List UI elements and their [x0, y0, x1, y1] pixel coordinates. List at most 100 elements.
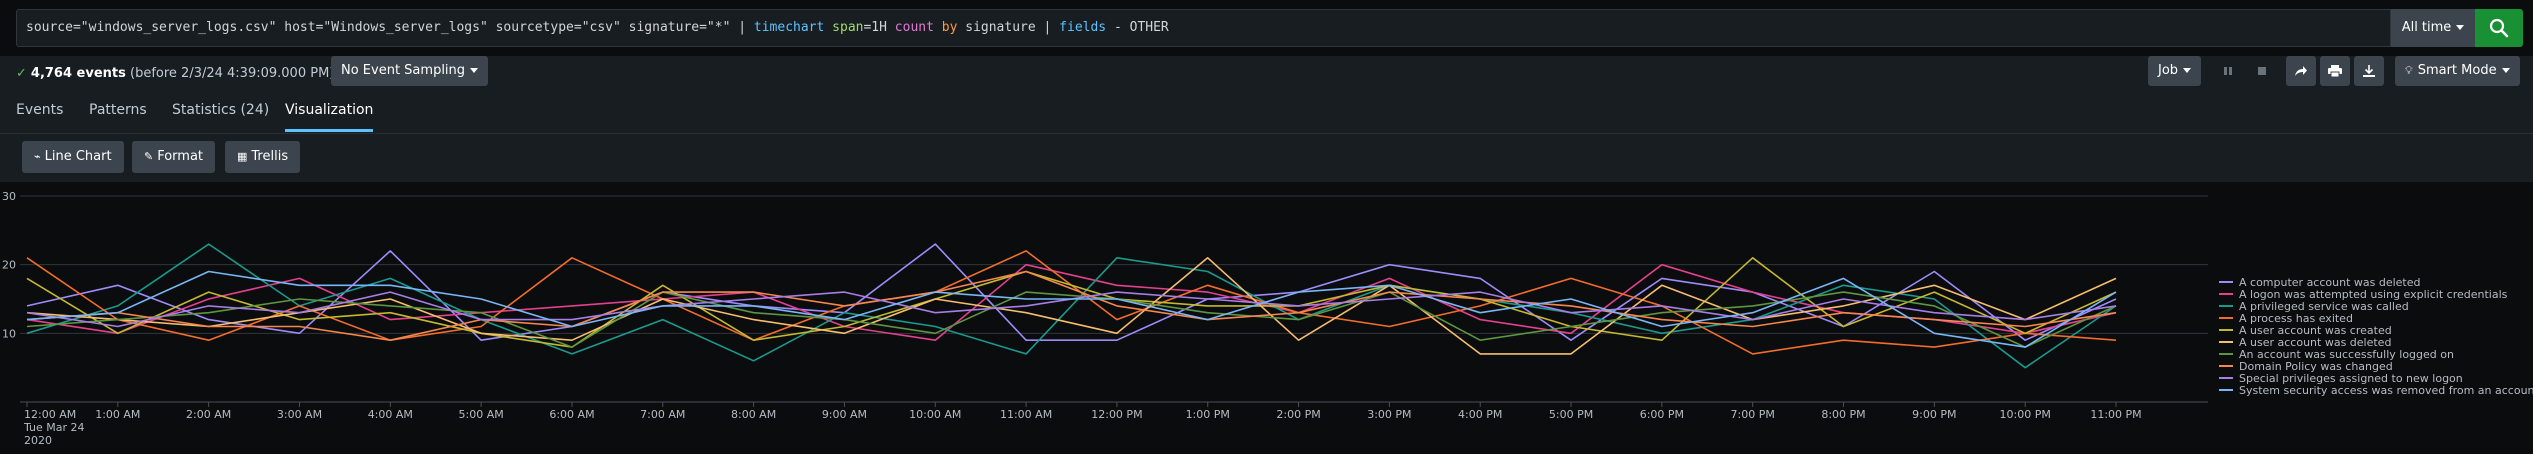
pause-button[interactable]: [2213, 56, 2243, 86]
results-tabs: Events Patterns Statistics (24) Visualiz…: [0, 96, 2533, 134]
lightbulb-icon: 💡︎: [2405, 64, 2413, 77]
search-button[interactable]: [2475, 9, 2523, 47]
legend-item: An account was successfully logged on: [2239, 348, 2454, 361]
legend-item: A process has exited: [2239, 312, 2353, 325]
search-icon: [2489, 18, 2509, 38]
query-space: [824, 20, 832, 35]
series-line: [26, 291, 2117, 348]
query-function-count: count: [894, 20, 934, 35]
search-mode-dropdown[interactable]: 💡︎ Smart Mode: [2395, 56, 2520, 86]
print-icon: [2328, 65, 2342, 77]
export-button[interactable]: [2354, 56, 2384, 86]
stop-button[interactable]: [2247, 56, 2277, 86]
series-line: [26, 243, 2117, 341]
visualization-toolbar: ⌁ Line Chart ✎ Format ▦ Trellis: [0, 134, 2533, 182]
trellis-button[interactable]: ▦ Trellis: [225, 141, 301, 173]
check-icon: ✓: [16, 66, 27, 81]
x-tick-label: 10:00 AM: [909, 408, 961, 421]
x-tick-label: 3:00 PM: [1367, 408, 1411, 421]
tab-patterns[interactable]: Patterns: [89, 102, 147, 118]
series-line: [26, 270, 2117, 348]
chart-type-button[interactable]: ⌁ Line Chart: [22, 141, 124, 173]
event-sampling-dropdown[interactable]: No Event Sampling: [331, 56, 489, 86]
x-tick-label: 9:00 PM: [1912, 408, 1956, 421]
query-field-signature: signature |: [957, 20, 1060, 35]
line-chart-icon: ⌁: [34, 150, 41, 163]
share-button[interactable]: [2286, 56, 2316, 86]
legend-item: A user account was created: [2239, 324, 2392, 337]
query-arg-span: span: [832, 20, 864, 35]
x-tick-label: 8:00 PM: [1821, 408, 1865, 421]
x-tick-label: 3:00 AM: [277, 408, 322, 421]
time-range-picker[interactable]: All time: [2391, 9, 2475, 47]
x-tick-label: 1:00 AM: [95, 408, 140, 421]
x-tick-label: 8:00 AM: [731, 408, 776, 421]
x-tick-label: 12:00 AM: [24, 408, 76, 421]
x-tick-label: 7:00 AM: [640, 408, 685, 421]
format-button[interactable]: ✎ Format: [132, 141, 216, 173]
query-command-timechart: timechart: [753, 20, 825, 35]
format-label: Format: [157, 149, 204, 164]
trellis-label: Trellis: [251, 149, 289, 164]
events-summary: ✓ 4,764 events (before 2/3/24 4:39:09.000…: [16, 66, 334, 81]
chart-area: 10 20 30 12:00 AM 1:00 AM 2:00 AM 3:00 AM 4:00 …: [0, 182, 2533, 454]
x-tick-label: 2:00 AM: [186, 408, 231, 421]
search-input[interactable]: source="windows_server_logs.csv" host="W…: [16, 9, 2391, 47]
x-date-label: 2020: [24, 434, 52, 447]
tab-statistics[interactable]: Statistics (24): [172, 102, 270, 118]
series-line: [26, 257, 2117, 348]
x-tick-label: 7:00 PM: [1731, 408, 1775, 421]
chevron-down-icon: [470, 68, 479, 73]
query-text: source="windows_server_logs.csv" host="W…: [26, 20, 754, 35]
legend-item: System security access was removed from …: [2239, 384, 2533, 397]
x-tick-label: 9:00 AM: [822, 408, 867, 421]
x-date-label: Tue Mar 24: [23, 421, 85, 434]
series-line: [26, 270, 2117, 341]
line-chart: 10 20 30 12:00 AM 1:00 AM 2:00 AM 3:00 AM 4:00 …: [2, 190, 2533, 447]
x-tick-label: 2:00 PM: [1276, 408, 1320, 421]
x-tick-label: 5:00 AM: [459, 408, 504, 421]
legend-item: A user account was deleted: [2239, 336, 2391, 349]
share-icon: [2295, 66, 2307, 76]
event-sampling-label: No Event Sampling: [341, 63, 466, 78]
x-tick-label: 1:00 PM: [1186, 408, 1230, 421]
series-line: [26, 257, 2117, 355]
query-space-2: [934, 20, 942, 35]
x-tick-label: 11:00 PM: [2090, 408, 2141, 421]
time-range-label: All time: [2401, 20, 2452, 35]
x-tick-label: 10:00 PM: [2000, 408, 2051, 421]
legend-item: A logon was attempted using explicit cre…: [2239, 288, 2508, 301]
stop-icon: [2258, 67, 2266, 75]
chevron-down-icon: [2456, 25, 2465, 30]
x-tick-label: 6:00 PM: [1640, 408, 1684, 421]
chevron-down-icon: [2183, 68, 2192, 73]
pause-icon: [2224, 67, 2232, 75]
series-line: [26, 243, 2117, 369]
tab-events[interactable]: Events: [16, 102, 64, 118]
tab-visualization[interactable]: Visualization: [285, 102, 374, 132]
x-tick-label: 4:00 AM: [368, 408, 413, 421]
x-tick-label: 4:00 PM: [1458, 408, 1502, 421]
legend-item: A computer account was deleted: [2239, 276, 2421, 289]
series-line: [26, 263, 2117, 341]
print-button[interactable]: [2320, 56, 2350, 86]
download-icon: [2363, 65, 2375, 77]
search-mode-label: Smart Mode: [2417, 63, 2497, 78]
x-tick-label: 12:00 PM: [1091, 408, 1142, 421]
query-command-fields: fields: [1059, 20, 1107, 35]
events-count: 4,764 events: [30, 66, 126, 81]
query-keyword-by: by: [941, 20, 958, 35]
job-dropdown[interactable]: Job: [2148, 56, 2202, 86]
legend-item: Special privileges assigned to new logon: [2239, 372, 2463, 385]
query-span-value: =1H: [863, 20, 895, 35]
x-tick-label: 6:00 AM: [549, 408, 594, 421]
query-fields-arg: - OTHER: [1106, 20, 1169, 35]
chevron-down-icon: [2501, 68, 2510, 73]
x-tick-label: 5:00 PM: [1549, 408, 1593, 421]
y-tick-label: 20: [2, 259, 16, 272]
job-label: Job: [2158, 63, 2179, 78]
chart-type-label: Line Chart: [44, 149, 112, 164]
search-bar-row: source="windows_server_logs.csv" host="W…: [0, 0, 2533, 56]
y-tick-label: 10: [2, 327, 16, 340]
pencil-icon: ✎: [144, 150, 154, 163]
